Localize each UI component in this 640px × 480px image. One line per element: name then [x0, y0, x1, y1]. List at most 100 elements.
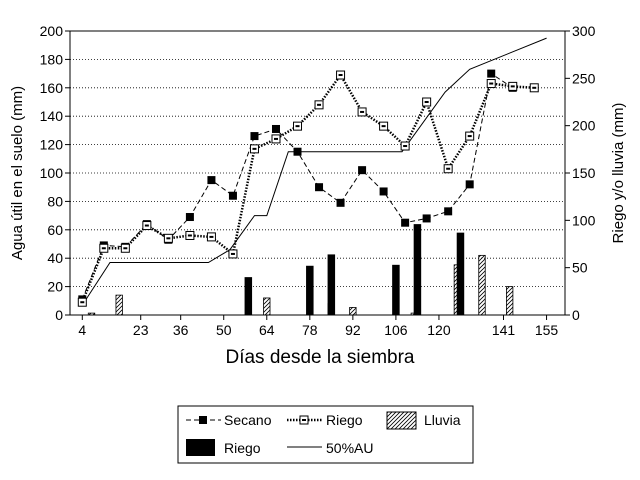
x-tick-label: 4: [78, 322, 86, 338]
x-tick-label: 78: [302, 322, 318, 338]
riego-point-center: [144, 224, 149, 227]
riego-point-center: [446, 167, 451, 170]
y-left-tick-label: 120: [40, 137, 64, 153]
y-right-tick-label: 50: [572, 260, 588, 276]
y-right-tick-label: 200: [572, 118, 596, 134]
x-tick-label: 120: [427, 322, 451, 338]
secano-point: [401, 218, 410, 227]
riego-point-center: [489, 82, 494, 85]
legend-label-lluvia: Lluvia: [424, 412, 461, 428]
riego-bar: [244, 277, 253, 315]
secano-point: [228, 191, 237, 200]
secano-point: [207, 176, 216, 185]
x-tick-label: 106: [384, 322, 408, 338]
legend-item-riego-line: Riego: [287, 412, 363, 428]
legend-label-secano: Secano: [224, 412, 272, 428]
riego-point-center: [252, 147, 257, 150]
legend-item-riego-bar: Riego: [186, 439, 261, 456]
riego-point-center: [381, 125, 386, 128]
riego-point-center: [532, 86, 537, 89]
lluvia-bar: [478, 254, 486, 316]
y-left-tick-label: 60: [47, 222, 63, 238]
riego-point-center: [467, 135, 472, 138]
legend-item-lluvia: Lluvia: [386, 411, 461, 430]
riego-point-center: [317, 103, 322, 106]
bars: [87, 224, 514, 316]
au50-line: [81, 37, 547, 306]
y-left-tick-label: 160: [40, 80, 64, 96]
riego-point-center: [166, 237, 171, 240]
riego-point-center: [424, 101, 429, 103]
lluvia-bar: [263, 297, 271, 316]
riego-bar: [392, 264, 400, 315]
series-markers: [77, 69, 539, 307]
x-tick-label: 50: [216, 322, 232, 338]
riego-point-center: [273, 137, 278, 140]
riego-point-center: [209, 235, 214, 238]
secano-point: [465, 180, 474, 189]
series-lines: [81, 37, 547, 306]
lluvia-bar: [349, 307, 357, 316]
riego-bar: [413, 224, 422, 315]
lluvia-bar: [115, 294, 123, 316]
secano-point: [185, 213, 194, 222]
gridlines: [70, 59, 565, 288]
x-tick-label: 141: [492, 322, 516, 338]
riego-point-center: [101, 247, 106, 250]
y-left-tick-label: 180: [40, 51, 64, 67]
secano-point: [379, 187, 388, 196]
legend-item-secano: Secano: [186, 412, 272, 428]
legend-item-50au: 50%AU: [287, 440, 373, 456]
y-left-tick-label: 20: [47, 279, 63, 295]
y-left-tick-label: 0: [55, 307, 63, 323]
secano-point: [250, 132, 259, 141]
riego-point-center: [187, 234, 192, 237]
x-ticks: 4 23 36 50 64 78 92 106 120 141 155: [78, 315, 558, 338]
riego-point-center: [123, 247, 128, 250]
y-left-tick-label: 200: [40, 23, 64, 39]
secano-point: [293, 147, 302, 156]
y-left-ticks: 0 20 40 60 80 100 120 140 160 180 200: [40, 23, 70, 323]
secano-point: [315, 183, 324, 192]
x-tick-label: 155: [535, 322, 559, 338]
secano-point: [271, 124, 280, 133]
secano-line: [81, 72, 513, 300]
y-left-tick-label: 100: [40, 165, 64, 181]
riego-point-center: [360, 110, 365, 113]
y-right-tick-label: 250: [572, 70, 596, 86]
legend-label-50au: 50%AU: [326, 440, 373, 456]
riego-bar: [306, 265, 314, 315]
x-tick-label: 23: [133, 322, 149, 338]
y-left-axis-title: Agua útil en el suelo (mm): [9, 86, 26, 260]
legend: Secano Riego Lluvia Riego 50%AU: [177, 405, 474, 464]
x-tick-label: 64: [259, 322, 275, 338]
y-right-tick-label: 0: [572, 307, 580, 323]
riego-point-center: [403, 145, 408, 148]
riego-bar: [456, 232, 465, 315]
legend-label-riego-bar: Riego: [224, 440, 261, 456]
y-right-ticks: 0 50 100 150 200 250 300: [565, 23, 596, 323]
y-right-tick-label: 100: [572, 212, 596, 228]
riego-bar: [327, 254, 336, 315]
x-axis-title: Días desde la siembra: [225, 347, 414, 368]
riego-point-center: [230, 252, 235, 255]
secano-point: [358, 166, 367, 175]
riego-point-center: [295, 125, 300, 128]
y-right-tick-label: 150: [572, 165, 596, 181]
y-right-axis-title: Riego y/o lluvia (mm): [610, 103, 627, 244]
secano-point: [336, 198, 345, 207]
x-tick-label: 92: [345, 322, 361, 338]
secano-point: [444, 207, 453, 216]
secano-point: [422, 214, 431, 223]
riego-point-center: [338, 74, 343, 77]
y-left-tick-label: 80: [47, 193, 63, 209]
secano-point: [487, 69, 496, 78]
riego-point-center: [510, 85, 515, 88]
y-left-tick-label: 40: [47, 250, 63, 266]
riego-point-center: [80, 301, 85, 304]
legend-label-riego-line: Riego: [326, 412, 363, 428]
y-left-tick-label: 140: [40, 108, 64, 124]
riego-line: [81, 72, 535, 303]
lluvia-bar: [506, 286, 514, 316]
